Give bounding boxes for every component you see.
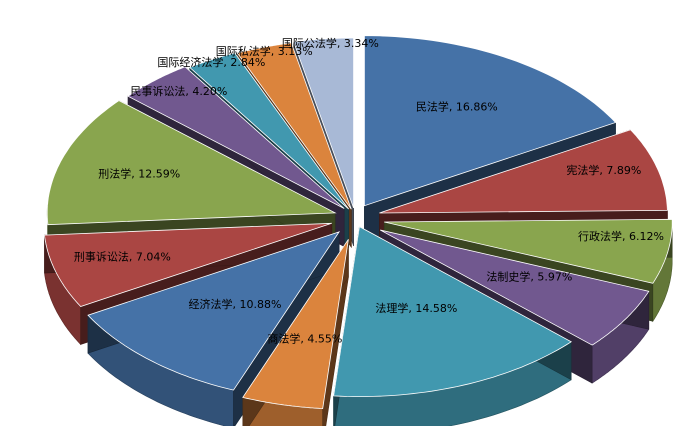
slice-label: 国际公法学, 3.34% <box>282 36 379 50</box>
slice-label: 刑法学, 12.59% <box>98 167 180 181</box>
slice-label: 行政法学, 6.12% <box>578 229 664 243</box>
slice-label: 法制史学, 5.97% <box>486 270 572 284</box>
slice-label: 国际经济法学, 2.84% <box>157 55 265 69</box>
pie-slice <box>242 239 349 410</box>
pie-slice <box>44 222 332 307</box>
slice-label: 国际私法学, 3.13% <box>216 44 313 58</box>
pie-slice <box>87 231 341 391</box>
slice-label: 民法学, 16.86% <box>416 100 498 114</box>
pie-slice <box>384 218 673 284</box>
pie-slice <box>46 100 337 226</box>
pie-slice <box>364 35 617 207</box>
slice-label: 民事诉讼法, 4.20% <box>130 84 227 98</box>
slice-label: 刑事诉讼法, 7.04% <box>74 249 171 263</box>
pie-slice <box>127 66 345 209</box>
pie-slice <box>293 37 354 209</box>
pie-labels: 民法学, 16.86% 宪法学, 7.89% 行政法学, 6.12% 法制史学, 5.… <box>74 36 664 345</box>
slice-label: 宪法学, 7.89% <box>566 163 641 177</box>
pie-slice <box>236 42 352 210</box>
slice-label: 法理学, 14.58% <box>375 301 457 315</box>
pie-slice <box>333 225 572 397</box>
pie-tops <box>44 35 673 410</box>
slice-label: 经济法学, 10.88% <box>189 297 282 311</box>
slice-label: 商法学, 4.55% <box>267 331 342 345</box>
pie-slice <box>379 129 668 214</box>
pie-slice <box>188 52 350 210</box>
pie-slice <box>380 229 650 346</box>
